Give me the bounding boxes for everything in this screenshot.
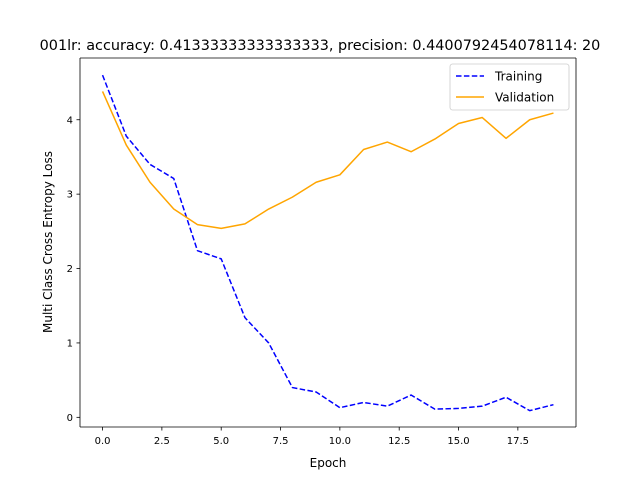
y-tick-label: 4 xyxy=(67,115,73,126)
x-tick-label: 5.0 xyxy=(213,436,229,447)
x-tick-label: 2.5 xyxy=(154,436,170,447)
chart-title: 001lr: accuracy: 0.41333333333333333, pr… xyxy=(40,38,601,54)
y-tick-label: 2 xyxy=(67,264,73,275)
series-line-validation xyxy=(101,91,554,230)
x-tick-label: 15.0 xyxy=(447,436,469,447)
x-axis-label: Epoch xyxy=(310,456,347,470)
plot-area xyxy=(80,58,576,427)
legend-label-training: Training xyxy=(494,69,542,83)
y-tick-label: 1 xyxy=(67,339,73,350)
x-tick-label: 10.0 xyxy=(329,436,351,447)
x-tick-label: 7.5 xyxy=(273,436,289,447)
x-tick-label: 12.5 xyxy=(388,436,410,447)
series-line-training xyxy=(101,74,554,412)
y-tick-label: 3 xyxy=(67,190,73,201)
y-axis-label: Multi Class Cross Entropy Loss xyxy=(41,151,55,333)
legend: Training Validation xyxy=(449,63,570,111)
y-tick-label: 0 xyxy=(67,413,73,424)
x-tick-label: 0.0 xyxy=(95,436,111,447)
x-tick-label: 17.5 xyxy=(507,436,529,447)
legend-label-validation: Validation xyxy=(495,90,554,104)
plot-layer: 0.0 2.5 5.0 7.5 10.0 12.5 15.0 17.5 0 1 2 3 4 xyxy=(67,57,577,447)
